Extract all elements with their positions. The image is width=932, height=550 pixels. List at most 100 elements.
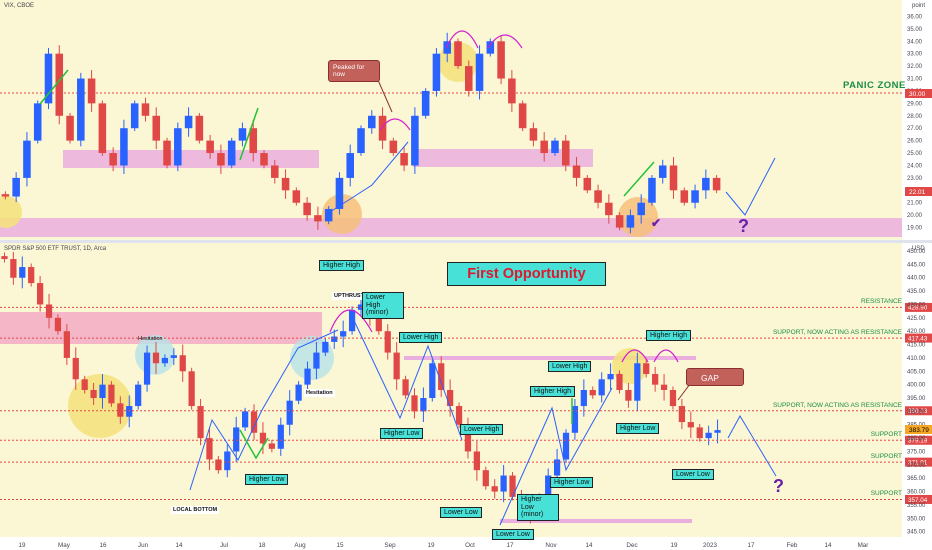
spy-candle-body <box>429 363 436 399</box>
time-tick-label: 15 <box>336 542 344 549</box>
vix-candle-body <box>605 202 613 216</box>
vix-peak-arc <box>445 30 479 49</box>
spy-candle-body <box>117 403 124 417</box>
vix-candle-body <box>551 140 559 154</box>
spy-candle-body <box>375 315 382 332</box>
spy-candle-body <box>108 384 115 404</box>
spy-candle-body <box>90 390 97 399</box>
gap-note-pointer <box>677 383 691 401</box>
vix-current-price-tag <box>905 187 932 196</box>
time-tick-label: 14 <box>824 542 832 549</box>
vix-candle-body <box>23 140 31 178</box>
spy-candle-body <box>509 475 516 497</box>
spy-candle-body <box>161 357 169 364</box>
annotation-higher-low-dec: Higher Low <box>616 423 660 434</box>
vix-candle-body <box>314 215 322 222</box>
spy-candle-body <box>215 459 222 471</box>
spy-trend-line <box>349 311 463 441</box>
time-tick-label: Feb <box>787 542 798 549</box>
spy-trend-line <box>499 387 613 526</box>
vix-y-tick-label: 26.00 <box>907 139 923 145</box>
spy-candle-body <box>1 256 8 260</box>
highlight-circle <box>0 196 22 228</box>
time-tick-label: Dec <box>626 542 637 549</box>
time-tick-label: Oct <box>465 542 475 549</box>
vix-y-tick-label: 23.00 <box>907 176 923 182</box>
vix-candle-body <box>130 103 139 129</box>
spy-candle-body <box>447 390 454 407</box>
vix-candle-body <box>227 140 236 166</box>
spy-candle-body <box>10 259 17 278</box>
spy-candle-body <box>206 438 213 460</box>
annotation-higher-high-top: Higher High <box>319 260 364 271</box>
spy-y-tick-label: 430.00 <box>907 302 926 308</box>
spy-level-price-tag-text: 428.90 <box>908 305 928 312</box>
vix-candle-body <box>324 208 333 222</box>
spy-candle-body <box>152 352 160 364</box>
vix-candle-body <box>141 103 150 116</box>
vix-candle-body <box>486 41 495 54</box>
spy-candle-body <box>607 373 614 380</box>
annotation-hesitation-1: Hesitation <box>138 336 163 342</box>
spy-level-price-tag <box>905 435 932 445</box>
annotation-lower-low-oct2: Lower Low <box>492 529 534 540</box>
spy-y-tick-label: 350.00 <box>907 516 926 522</box>
vix-candle-body <box>669 165 678 191</box>
spy-candle-body <box>411 395 418 412</box>
vix-candle-body <box>583 177 592 191</box>
spy-candle-body <box>126 406 133 417</box>
spy-candle-body <box>72 357 79 380</box>
vix-candle-body <box>572 165 581 178</box>
spy-y-tick-label: 345.00 <box>907 530 926 536</box>
spy-candle-body <box>28 267 35 284</box>
spy-candle-body <box>571 406 579 433</box>
spy-candle-body <box>402 379 409 396</box>
spy-level-price-tag <box>905 406 932 416</box>
vix-y-tick-label: 25.00 <box>907 151 923 157</box>
annotation-lower-high-sep: Lower High <box>399 332 443 343</box>
spy-peak-arc <box>329 309 373 333</box>
panic-zone-label: PANIC ZONE <box>843 80 906 91</box>
spy-level-price-tag-text: 357.04 <box>908 497 928 504</box>
vix-candle-body <box>464 66 473 91</box>
vix-candle-body <box>561 140 570 166</box>
spy-symbol-label: SPDR S&P 500 ETF TRUST, 1D, Arca <box>4 246 107 252</box>
spy-green-arrow <box>239 429 269 460</box>
vix-candle-body <box>400 153 408 166</box>
spy-candle-body <box>63 331 70 358</box>
vix-green-arrow <box>623 161 655 197</box>
vix-candle-body <box>335 177 344 209</box>
vix-y-tick-label: 32.00 <box>907 64 923 70</box>
vix-candle-body <box>346 153 354 178</box>
vix-candle-body <box>508 78 516 104</box>
vix-candle-body <box>238 128 247 141</box>
spy-candle-body <box>473 451 480 471</box>
spy-candle-body <box>482 470 489 487</box>
spy-y-tick-label: 370.00 <box>907 463 926 469</box>
vix-candle-body <box>195 115 204 141</box>
time-tick-label: 14 <box>175 542 183 549</box>
vix-green-arrow <box>39 69 69 105</box>
time-tick-label: Nov <box>545 542 557 549</box>
spy-level-price-tag-text: 390.23 <box>908 408 928 415</box>
spy-candle-body <box>259 432 267 444</box>
vix-candle-body <box>497 41 505 79</box>
level-label: SUPPORT <box>870 490 902 498</box>
annotation-lower-high-oct: Lower High <box>460 424 504 435</box>
spy-candle-body <box>553 459 561 476</box>
spy-thin-zone-1 <box>404 356 696 360</box>
spy-candle-body <box>322 341 329 353</box>
vix-y-tick-label: 27.00 <box>907 126 923 132</box>
vix-candle-body <box>411 115 419 166</box>
vix-candle-body <box>626 215 635 228</box>
vix-candle-body <box>260 153 268 166</box>
spy-candle-body <box>170 355 177 358</box>
spy-candle-body <box>45 304 53 318</box>
level-label: RESISTANCE <box>860 298 902 306</box>
spy-candle-body <box>188 371 195 407</box>
spy-y-tick-label: 360.00 <box>907 490 926 496</box>
level-label: SUPPORT, NOW ACTING AS RESISTANCE <box>772 401 902 409</box>
vix-candle-body <box>432 53 441 91</box>
vix-candle-body <box>648 177 656 203</box>
